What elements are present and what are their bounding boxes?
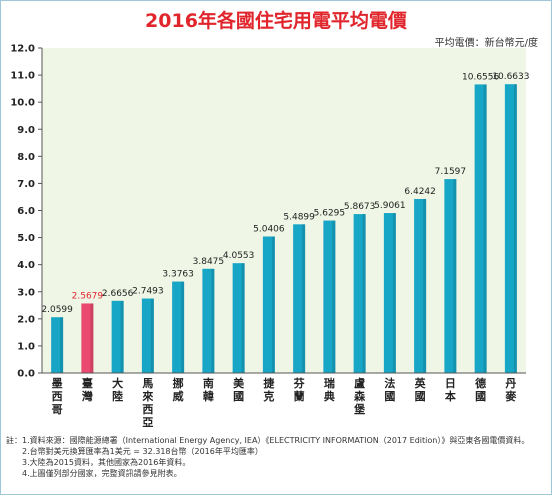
value-label: 3.3763	[162, 270, 194, 280]
value-label: 5.9061	[374, 201, 406, 211]
bars-group	[51, 84, 517, 374]
bar	[202, 268, 215, 373]
bar-shade	[483, 84, 487, 374]
y-tick-label: 6.0	[17, 206, 35, 217]
y-tick-label: 8.0	[17, 152, 35, 163]
footnote-text: 4.上圖僅列部分國家，完整資訊請參見附表。	[22, 469, 182, 478]
bar-shade	[120, 300, 124, 373]
bar	[51, 317, 64, 373]
y-tick-label: 10.0	[10, 98, 35, 109]
x-category-label: 墨西哥	[52, 377, 63, 416]
x-category-label: 臺灣	[82, 376, 93, 403]
value-label: 2.7493	[132, 287, 164, 297]
bar-chart: 0.0 1.0 2.0 3.0 4.0 5.0 6.0 7.0 8.0 9.0 10.0 11.0 12…	[10, 44, 529, 430]
bar	[81, 303, 94, 373]
bar	[141, 298, 154, 373]
bar	[353, 214, 366, 373]
x-category-label: 瑞典	[324, 376, 335, 403]
bar-shade	[362, 214, 366, 373]
unit-label: 平均電價：新台幣元/度	[434, 38, 538, 49]
bar-shade	[392, 213, 396, 373]
bar-shade	[241, 263, 245, 373]
y-tick-label: 9.0	[17, 125, 35, 136]
bar	[383, 213, 396, 373]
bar	[232, 263, 245, 373]
value-label: 7.1597	[435, 167, 467, 177]
x-category-label: 日本	[445, 377, 456, 403]
x-category-label: 南韓	[203, 376, 214, 403]
bar-shade	[453, 179, 457, 373]
bar-shade	[60, 317, 64, 373]
value-label: 5.4899	[283, 212, 315, 222]
y-tick-label: 2.0	[17, 314, 35, 325]
x-category-label: 英國	[414, 376, 427, 403]
x-category-label: 德國	[474, 376, 486, 403]
x-category-label: 馬來西亞	[142, 377, 153, 429]
value-label: 3.8475	[193, 257, 225, 267]
value-label: 5.0406	[253, 224, 285, 234]
bar	[262, 236, 275, 373]
footnote-line: 4.上圖僅列部分國家，完整資訊請參見附表。	[6, 468, 546, 479]
y-tick-label: 12.0	[10, 44, 35, 55]
value-label: 2.5679	[72, 291, 104, 301]
bar	[293, 224, 306, 373]
value-label: 5.6295	[314, 209, 346, 219]
footnote-line: 2.台幣對美元換算匯率為1美元 = 32.318台幣（2016年平均匯率）	[6, 446, 546, 457]
bar	[504, 84, 517, 373]
footnote-text: 1.資料來源：國際能源總署（International Energy Agenc…	[22, 436, 530, 445]
y-tick-label: 3.0	[17, 287, 35, 298]
bar-shade	[332, 220, 336, 373]
bar-shade	[271, 236, 275, 373]
chart-title: 2016年各國住宅用電平均電價	[145, 10, 407, 32]
x-category-label: 丹麥	[504, 377, 517, 403]
y-tick-label: 11.0	[10, 71, 35, 82]
bar-shade	[302, 224, 306, 373]
value-label: 2.6656	[102, 289, 134, 299]
footnote-prefix: 註：	[6, 436, 22, 445]
x-category-label: 大陸	[112, 376, 123, 403]
y-tick-label: 7.0	[17, 179, 35, 190]
bar	[172, 281, 185, 373]
footnotes: 註：1.資料來源：國際能源總署（International Energy Age…	[6, 435, 546, 479]
y-tick-label: 0.0	[17, 369, 35, 380]
y-tick-label: 4.0	[17, 260, 35, 271]
y-tick-label: 1.0	[17, 341, 35, 352]
footnote-text: 2.台幣對美元換算匯率為1美元 = 32.318台幣（2016年平均匯率）	[22, 447, 263, 456]
bar	[474, 84, 487, 374]
footnote-text: 3.大陸為2015資料，其他國家為2016年資料。	[22, 458, 191, 467]
footnote-line: 3.大陸為2015資料，其他國家為2016年資料。	[6, 457, 546, 468]
value-label: 4.0553	[223, 251, 255, 261]
value-label: 2.0599	[41, 305, 73, 315]
bar-shade	[150, 298, 154, 373]
bar	[323, 220, 336, 373]
x-category-label: 法國	[384, 376, 395, 403]
x-category-label: 挪威	[173, 376, 184, 403]
bar	[414, 199, 427, 373]
x-category-label: 捷克	[263, 376, 275, 403]
x-category-label: 盧森堡	[354, 376, 366, 416]
value-label: 10.6633	[492, 72, 529, 82]
y-axis: 0.0 1.0 2.0 3.0 4.0 5.0 6.0 7.0 8.0 9.0 10.0 11.0 12…	[10, 44, 42, 380]
value-label: 6.4242	[404, 187, 436, 197]
bar-shade	[211, 268, 215, 373]
value-label: 10.6556	[462, 72, 499, 82]
bar-shade	[423, 199, 427, 373]
footnote-line: 註：1.資料來源：國際能源總署（International Energy Age…	[6, 435, 546, 446]
y-tick-label: 5.0	[17, 233, 35, 244]
value-label: 5.8673	[344, 202, 376, 212]
bar	[444, 179, 457, 373]
bar-shade	[90, 303, 94, 373]
bar	[111, 300, 124, 373]
bar-shade	[181, 281, 185, 373]
x-category-label: 芬蘭	[293, 376, 306, 403]
x-category-label: 美國	[233, 376, 245, 403]
bar-shade	[513, 84, 517, 373]
